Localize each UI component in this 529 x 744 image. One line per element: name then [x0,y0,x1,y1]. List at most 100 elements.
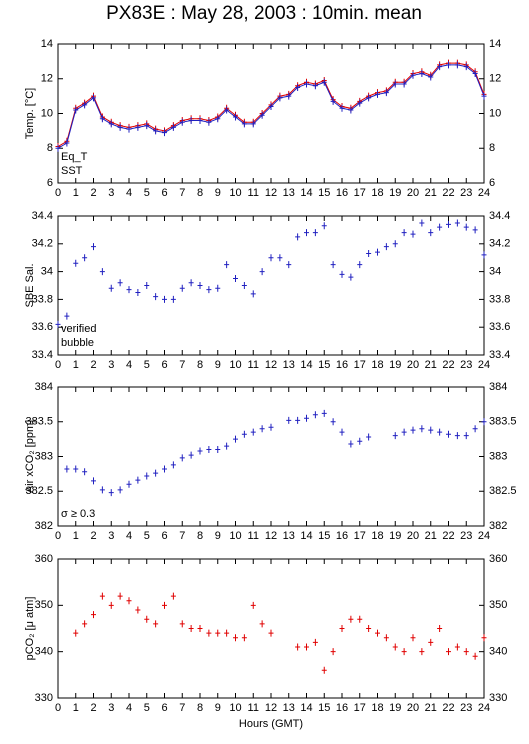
data-point [170,592,176,600]
y-tick-label: 34.2 [32,238,53,250]
point-cross [206,629,212,637]
point-cross [233,634,238,642]
point-cross [428,638,434,646]
point-cross [446,648,451,656]
data-point [144,472,150,480]
data-point [73,106,79,114]
point-cross [339,625,345,632]
x-tick-label: 3 [108,702,114,714]
data-point [277,94,283,102]
point-cross [215,115,221,123]
data-point [419,70,425,78]
x-tick-label: 19 [389,530,401,542]
data-point [481,634,487,642]
point-cross [446,430,451,438]
point-cross [268,103,274,111]
point-cross [481,251,487,259]
point-cross [366,94,372,102]
x-tick-label: 23 [460,702,472,714]
y-tick-label-right: 33.6 [489,321,510,333]
data-point [135,123,141,131]
data-point [454,61,460,69]
x-tick-label: 5 [144,530,150,542]
point-cross [348,615,354,623]
legend-entry: verified [61,323,96,335]
data-point [472,652,478,660]
point-cross [348,106,354,114]
point-cross [215,284,221,292]
data-point [304,229,309,237]
data-point [259,620,265,628]
y-tick-label-right: 360 [489,553,507,565]
x-tick-label: 18 [371,187,383,199]
y-axis-label: SBE Sal. [24,263,36,307]
data-point [250,290,256,298]
data-point [366,625,372,632]
point-cross [153,469,159,477]
point-cross [91,94,96,102]
point-cross [55,320,61,328]
data-point [463,432,469,440]
point-cross [277,94,283,102]
point-cross [348,273,354,281]
data-point [126,125,132,133]
point-cross [357,99,363,107]
point-cross [446,220,451,228]
point-cross [419,70,425,78]
x-tick-label: 6 [161,702,167,714]
point-cross [410,71,416,79]
point-cross [481,418,487,426]
x-tick-label: 8 [197,359,203,371]
x-tick-label: 18 [371,359,383,371]
data-point [233,634,238,642]
x-tick-label: 19 [389,702,401,714]
data-point [286,92,292,100]
data-point [188,116,194,124]
x-tick-label: 17 [354,187,366,199]
data-point [454,643,460,651]
y-tick-label-right: 384 [489,381,507,393]
point-cross [179,284,185,292]
y-tick-label: 12 [41,73,53,85]
point-cross [64,312,70,320]
data-point [73,465,79,473]
x-tick-label: 20 [407,187,419,199]
x-tick-label: 18 [371,530,383,542]
point-cross [286,416,292,424]
data-point [321,666,327,674]
point-cross [233,113,238,121]
data-point [259,425,265,433]
point-cross [330,97,336,105]
annotation: bubble [61,337,94,349]
data-point [215,284,221,292]
data-point [428,426,434,434]
point-cross [91,611,96,619]
data-point [357,99,363,107]
point-cross [481,92,487,100]
x-tick-label: 1 [73,187,79,199]
point-cross [419,219,425,227]
point-cross [339,104,345,112]
point-cross [383,89,389,97]
point-cross [188,625,194,632]
data-point [99,268,105,276]
point-cross [188,116,194,124]
x-tick-label: 8 [197,702,203,714]
data-point [357,261,363,269]
point-cross [162,129,167,137]
data-point [454,432,460,440]
y-tick-label: 33.4 [32,349,53,361]
data-point [375,629,380,637]
point-cross [472,652,478,660]
point-cross [330,418,336,426]
x-tick-label: 16 [336,359,348,371]
y-tick-label-right: 14 [489,38,501,50]
point-cross [357,261,363,269]
x-tick-label: 3 [108,530,114,542]
point-cross [117,592,123,600]
y-tick-label: 6 [47,177,53,189]
x-tick-label: 23 [460,187,472,199]
point-cross [339,428,345,436]
point-cross [268,629,274,637]
data-point [268,254,274,262]
